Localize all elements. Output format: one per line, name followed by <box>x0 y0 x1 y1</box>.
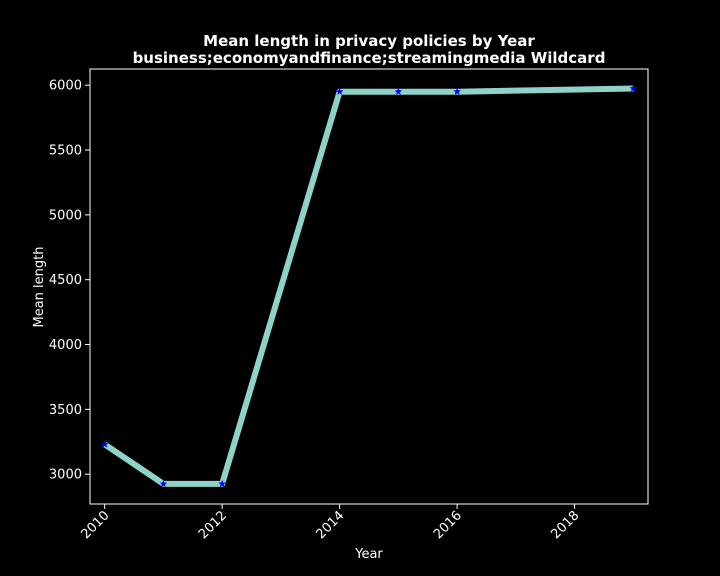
y-axis: 3000 3500 4000 4500 5000 5500 6000 <box>49 79 90 483</box>
y-tick-label: 5000 <box>49 208 82 223</box>
y-tick-label: 3000 <box>49 468 82 483</box>
y-tick-label: 4500 <box>49 273 82 288</box>
plot-area-frame <box>89 68 649 505</box>
data-point-marker <box>453 87 461 95</box>
y-tick-label: 5500 <box>49 144 82 159</box>
data-point-marker <box>629 84 638 92</box>
data-point-marker <box>100 440 109 448</box>
chart-title-line-1: Mean length in privacy policies by Year <box>203 32 535 50</box>
y-axis-label: Mean length <box>32 247 47 328</box>
chart-title-line-2: business;economyandfinance;streamingmedi… <box>133 49 606 67</box>
data-point-marker <box>218 479 226 488</box>
x-axis-label: Year <box>354 547 383 562</box>
y-tick-label: 4000 <box>49 338 82 353</box>
data-point-marker <box>159 479 168 488</box>
data-point-marker <box>335 87 344 95</box>
y-tick-label: 6000 <box>49 79 82 94</box>
series-layer <box>100 84 638 488</box>
y-tick-label: 3500 <box>49 403 82 418</box>
data-point-marker <box>394 87 403 95</box>
